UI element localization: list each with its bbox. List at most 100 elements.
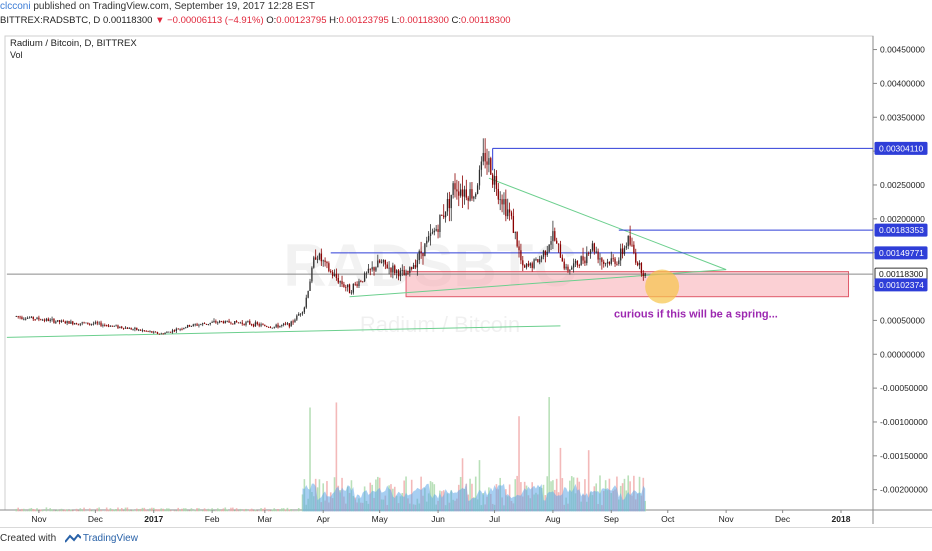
- volume-bar: [100, 510, 102, 511]
- candle-body: [622, 249, 623, 255]
- tradingview-brand[interactable]: TradingView: [83, 533, 138, 544]
- candle-body: [387, 264, 388, 268]
- candle-body: [419, 251, 420, 260]
- candle-body: [138, 330, 139, 331]
- volume-bar: [164, 509, 166, 511]
- candle-body: [170, 332, 171, 333]
- volume-bar: [42, 510, 44, 512]
- candle-body: [19, 317, 20, 318]
- volume-bar: [115, 509, 117, 511]
- volume-bar: [121, 508, 123, 511]
- volume-bar: [285, 509, 287, 511]
- candle-body: [266, 326, 267, 327]
- candle-body: [217, 322, 218, 323]
- candle-body: [42, 320, 43, 321]
- footer-bar: Created with TradingView: [0, 527, 932, 551]
- candle-body: [326, 262, 327, 263]
- candle-body: [483, 153, 484, 162]
- volume-bar: [187, 511, 189, 512]
- highlight-circle: [645, 270, 679, 304]
- candle-body: [515, 232, 516, 233]
- candle-body: [181, 329, 182, 330]
- volume-bar: [273, 508, 275, 511]
- candle-body: [567, 267, 568, 271]
- volume-bar: [245, 509, 247, 511]
- candle-body: [223, 321, 224, 323]
- volume-bar: [243, 509, 245, 511]
- volume-bar: [166, 508, 168, 511]
- volume-bar: [257, 511, 259, 512]
- candle-body: [33, 317, 34, 319]
- candle-body: [577, 261, 578, 265]
- candle-body: [460, 189, 461, 195]
- volume-bar: [255, 510, 257, 512]
- candle-body: [383, 260, 384, 262]
- volume-bar: [202, 510, 204, 511]
- ohlc-high-value: 0.00123795: [339, 15, 389, 26]
- ohlc-open-key: O:: [266, 15, 276, 26]
- candle-body: [629, 236, 630, 245]
- candle-body: [530, 263, 531, 265]
- candle-body: [424, 244, 425, 257]
- candle-body: [428, 236, 429, 241]
- y-tick-label: -0.00200000: [880, 485, 928, 495]
- candle-body: [106, 325, 107, 326]
- candle-body: [626, 246, 627, 248]
- volume-bar: [230, 508, 232, 512]
- volume-bar: [144, 508, 146, 511]
- candle-body: [516, 232, 517, 247]
- candle-body: [50, 320, 51, 321]
- candle-body: [292, 321, 293, 322]
- volume-bar: [159, 509, 161, 511]
- candle-body: [179, 329, 180, 330]
- volume-bar: [36, 508, 38, 511]
- volume-bar: [287, 508, 289, 511]
- pane-title: Radium / Bitcoin, D, BITTREX: [10, 38, 137, 49]
- candle-body: [238, 322, 239, 323]
- candle-body: [547, 252, 548, 255]
- candle-body: [140, 330, 141, 331]
- candle-body: [462, 189, 463, 196]
- price-label: 0.00149771: [879, 248, 924, 258]
- volume-bar: [51, 509, 53, 511]
- candle-body: [451, 195, 452, 208]
- candle-body: [353, 284, 354, 293]
- candle-body: [294, 320, 295, 323]
- candle-body: [447, 199, 448, 211]
- candle-body: [582, 256, 583, 260]
- candle-body: [149, 331, 150, 332]
- volume-bar: [98, 507, 100, 511]
- candle-body: [405, 273, 406, 276]
- candle-body: [560, 244, 561, 257]
- volume-bar: [31, 508, 33, 511]
- candle-body: [268, 327, 269, 328]
- candle-body: [289, 323, 290, 326]
- volume-bar: [110, 508, 112, 511]
- candle-body: [110, 326, 111, 327]
- candle-body: [611, 258, 612, 264]
- candle-body: [592, 243, 593, 250]
- candle-body: [187, 325, 188, 327]
- candle-body: [505, 199, 506, 216]
- volume-bar: [268, 510, 270, 511]
- author-link[interactable]: clcconi: [0, 1, 31, 12]
- candle-body: [597, 252, 598, 260]
- volume-bar: [76, 509, 78, 512]
- candle-body: [151, 331, 152, 332]
- candle-body: [522, 260, 523, 265]
- candle-body: [161, 334, 162, 335]
- volume-bar: [89, 508, 91, 511]
- volume-bar: [128, 510, 130, 512]
- candle-body: [174, 330, 175, 331]
- candle-body: [468, 198, 469, 201]
- candle-body: [422, 253, 423, 256]
- y-tick-label: 0.00400000: [880, 78, 925, 88]
- volume-bar: [149, 508, 151, 511]
- candle-body: [488, 158, 489, 165]
- candle-body: [501, 199, 502, 204]
- volume-bar: [249, 509, 251, 511]
- candle-body: [200, 324, 201, 325]
- volume-bar: [106, 508, 108, 512]
- candle-body: [130, 328, 131, 329]
